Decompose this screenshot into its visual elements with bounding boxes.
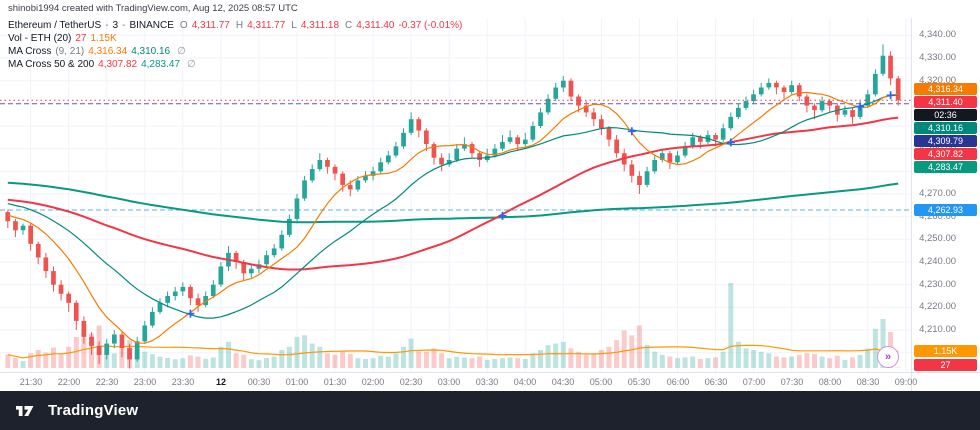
interval-label[interactable]: 3 (112, 20, 119, 31)
time-tick-label: 09:00 (894, 377, 918, 387)
bar-countdown-badge: 02:36 (914, 109, 977, 121)
volume-badge: 27 (914, 359, 977, 371)
price-tick-label: 4,220.00 (919, 301, 957, 312)
time-tick-label: 05:30 (627, 377, 651, 387)
tradingview-logo-icon[interactable] (14, 403, 40, 419)
exchange-label[interactable]: BINANCE (129, 20, 174, 31)
ma-cross-9-21-title[interactable]: MA Cross (8, 46, 52, 57)
time-tick-label: 23:30 (171, 377, 195, 387)
close-value: 4,311.40 (356, 20, 395, 31)
low-value: 4,311.18 (300, 20, 340, 31)
low-label: L (291, 20, 297, 31)
ma-cross-9-21-params: (9, 21) (55, 46, 85, 57)
price-badge: 4,262.93 (914, 204, 977, 216)
close-label: C (345, 20, 353, 31)
time-tick-label: 22:30 (95, 377, 119, 387)
time-tick-label: 07:00 (742, 377, 766, 387)
price-tick-label: 4,270.00 (919, 188, 957, 199)
price-tick-label: 4,260.00 (919, 211, 957, 222)
legend-row-ma-cross-50-200: MA Cross 50 & 200 4,307.82 4,283.47 ∅ (8, 59, 462, 71)
price-tick-label: 4,250.00 (919, 233, 957, 244)
price-badge: 4,283.47 (914, 161, 977, 173)
ma-cross-50-200-title[interactable]: MA Cross 50 & 200 (8, 59, 95, 70)
footer-bar: TradingView (0, 391, 980, 430)
price-scale[interactable]: 4,340.004,330.004,320.004,290.004,280.00… (911, 18, 980, 372)
candlestick-chart[interactable] (0, 18, 912, 372)
indicator-disabled-icon[interactable]: ∅ (187, 59, 196, 70)
change-value: -0.37 (-0.01%) (398, 20, 463, 31)
time-tick-label: 03:00 (437, 377, 461, 387)
high-label: H (235, 20, 244, 31)
ma50-value: 4,307.82 (98, 59, 138, 70)
ma21-value: 4,310.16 (131, 46, 171, 57)
volume-value: 27 (75, 33, 87, 44)
separator: - (122, 20, 126, 31)
ma200-value: 4,283.47 (141, 59, 181, 70)
time-tick-label: 04:30 (551, 377, 575, 387)
time-tick-label: 02:30 (399, 377, 423, 387)
price-tick-label: 4,240.00 (919, 256, 957, 267)
legend-row-ma-cross-9-21: MA Cross (9, 21) 4,316.34 4,310.16 ∅ (8, 46, 462, 58)
open-label: O (179, 20, 188, 31)
time-tick-label: 23:00 (133, 377, 157, 387)
legend-row-symbol: Ethereum / TetherUS - 3 - BINANCE O 4,31… (8, 20, 462, 32)
time-tick-label: 08:30 (856, 377, 880, 387)
volume-ma-value: 1.15K (90, 33, 117, 44)
tradingview-wordmark[interactable]: TradingView (48, 402, 139, 419)
price-badge: 4,311.40 (914, 96, 977, 108)
open-value: 4,311.77 (191, 20, 230, 31)
price-badge: 4,307.82 (914, 148, 977, 160)
time-tick-label: 12 (215, 377, 226, 387)
time-tick-label: 07:30 (780, 377, 804, 387)
time-tick-label: 22:00 (57, 377, 81, 387)
time-tick-label: 01:30 (323, 377, 347, 387)
legend: Ethereum / TetherUS - 3 - BINANCE O 4,31… (8, 20, 462, 72)
attribution-text: shinobi1994 created with TradingView.com… (0, 0, 980, 18)
symbol-title[interactable]: Ethereum / TetherUS (8, 20, 102, 31)
time-tick-label: 00:30 (247, 377, 271, 387)
time-tick-label: 21:30 (19, 377, 43, 387)
price-tick-label: 4,210.00 (919, 324, 957, 335)
price-tick-label: 4,230.00 (919, 279, 957, 290)
scale-corner (911, 373, 980, 391)
price-tick-label: 4,340.00 (919, 29, 957, 40)
price-tick-label: 4,320.00 (919, 75, 957, 86)
legend-row-volume: Vol - ETH (20) 27 1.15K (8, 33, 462, 45)
chart-area[interactable]: Ethereum / TetherUS - 3 - BINANCE O 4,31… (0, 18, 912, 372)
separator: - (105, 20, 109, 31)
price-tick-label: 4,330.00 (919, 52, 957, 63)
indicator-disabled-icon[interactable]: ∅ (177, 46, 186, 57)
time-tick-label: 02:00 (361, 377, 385, 387)
price-badge: 4,310.16 (914, 122, 977, 134)
high-value: 4,311.77 (247, 20, 286, 31)
price-badge: 4,309.79 (914, 135, 977, 147)
go-to-realtime-button[interactable]: » (877, 346, 900, 368)
time-scale[interactable]: 21:30 22:00 22:30 23:00 23:30 12 00:30 01:00 01:… (0, 373, 917, 391)
price-badge: 4,316.34 (914, 83, 977, 95)
volume-badge: 1.15K (914, 345, 977, 357)
time-tick-label: 01:00 (285, 377, 309, 387)
time-tick-label: 03:30 (475, 377, 499, 387)
time-tick-label: 06:30 (704, 377, 728, 387)
volume-indicator-title[interactable]: Vol - ETH (20) (8, 33, 72, 44)
time-tick-label: 05:00 (589, 377, 613, 387)
time-tick-label: 08:00 (818, 377, 842, 387)
time-tick-label: 06:00 (666, 377, 690, 387)
ma9-value: 4,316.34 (88, 46, 128, 57)
time-tick-label: 04:00 (513, 377, 537, 387)
